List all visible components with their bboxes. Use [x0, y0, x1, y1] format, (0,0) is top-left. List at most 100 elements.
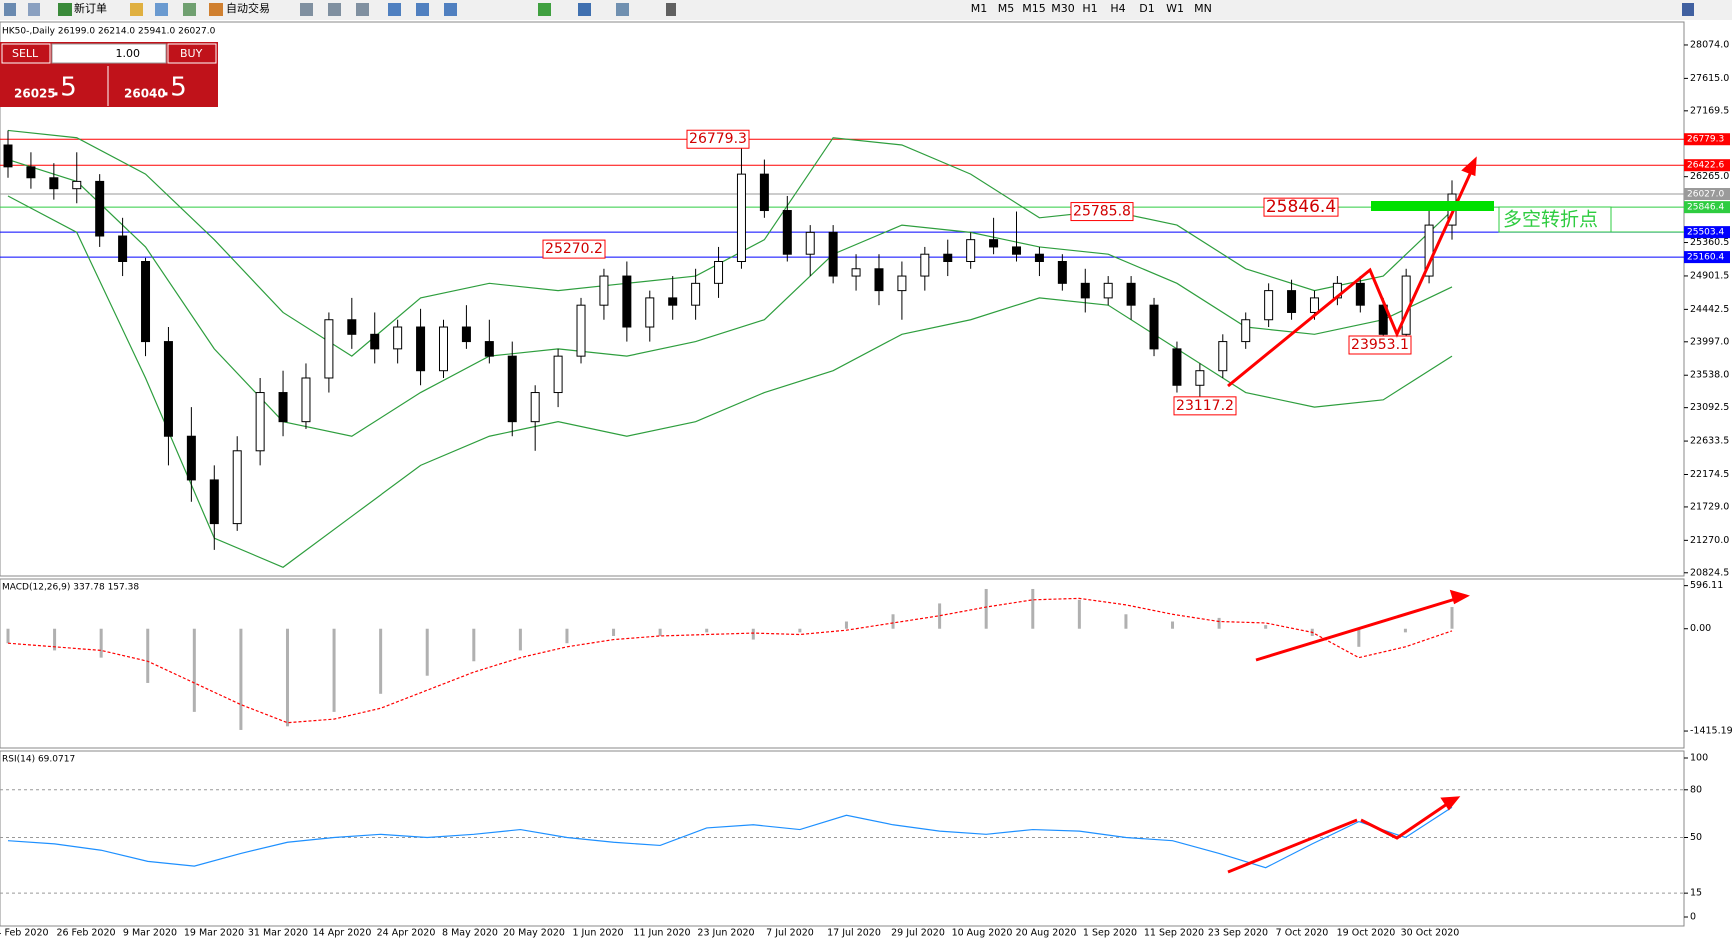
- price-tag-label: 26779.3: [1687, 135, 1724, 145]
- rsi-line: [7, 806, 1453, 869]
- price-tag-label: 25503.4: [1687, 228, 1724, 238]
- y-tick-label: 20824.5: [1690, 567, 1729, 578]
- price-annotation-box: [1070, 202, 1134, 222]
- price-tag: [1684, 201, 1730, 214]
- buy-button[interactable]: [167, 43, 217, 64]
- tool-icon[interactable]: [416, 3, 429, 16]
- autotrade-icon[interactable]: [209, 3, 223, 16]
- tool-icon[interactable]: [4, 3, 16, 16]
- price-tag-label: 26422.6: [1687, 161, 1724, 171]
- y-tick-label: 22633.5: [1690, 436, 1729, 447]
- x-tick-label: 11 Jun 2020: [633, 928, 690, 939]
- y-tick-label: 596.11: [1690, 580, 1723, 591]
- tool-icon[interactable]: [28, 3, 40, 16]
- candle-body: [1080, 282, 1090, 299]
- x-tick-label: 20 Aug 2020: [1016, 928, 1077, 939]
- tool-icon[interactable]: [155, 3, 168, 16]
- tool-icon[interactable]: [538, 3, 551, 16]
- x-tick-label: 9 Mar 2020: [123, 928, 177, 939]
- bid-pips[interactable]: .5: [52, 73, 77, 103]
- search-icon[interactable]: [1682, 3, 1694, 16]
- candle-body: [209, 479, 219, 525]
- turning-label: 多空转折点: [1503, 209, 1598, 231]
- timeframe-button[interactable]: H1: [1082, 2, 1097, 15]
- candle-body: [163, 341, 173, 437]
- timeframe-button[interactable]: W1: [1166, 2, 1184, 15]
- lots-input[interactable]: [51, 43, 167, 64]
- macd-bar: [1403, 628, 1407, 633]
- lots-value[interactable]: 1.00: [116, 47, 141, 60]
- x-tick-label: 23 Sep 2020: [1208, 928, 1268, 939]
- bollinger-band: [7, 158, 1453, 437]
- candle-body: [1218, 341, 1228, 372]
- tool-icon[interactable]: [300, 3, 313, 16]
- candle-body: [1103, 282, 1113, 299]
- price-tag: [1684, 251, 1730, 264]
- arrow-head: [1440, 796, 1461, 811]
- tool-icon[interactable]: [356, 3, 369, 16]
- candle-body: [301, 377, 311, 423]
- y-tick-label: 80: [1690, 784, 1702, 795]
- arrow-head: [1449, 589, 1470, 605]
- macd-arrow: [1255, 595, 1463, 662]
- y-tick-label: 0: [1690, 912, 1696, 923]
- candle-body: [393, 326, 403, 350]
- candle-body: [1126, 282, 1136, 306]
- autotrade-button[interactable]: 自动交易: [226, 1, 270, 15]
- new-order-button[interactable]: 新订单: [74, 1, 107, 15]
- sell-label[interactable]: SELL: [12, 47, 39, 60]
- x-tick-label: 11 Sep 2020: [1144, 928, 1204, 939]
- macd-bar: [938, 603, 942, 629]
- x-tick-label: 7 Oct 2020: [1276, 928, 1329, 939]
- cursor-icon[interactable]: [666, 3, 676, 16]
- tool-icon[interactable]: [328, 3, 341, 16]
- ask-pips[interactable]: .5: [162, 73, 187, 103]
- timeframe-button[interactable]: M5: [998, 2, 1015, 15]
- macd-bar: [1031, 588, 1035, 629]
- price-tag: [1684, 133, 1730, 146]
- timeframe-button[interactable]: H4: [1110, 2, 1125, 15]
- timeframe-button[interactable]: D1: [1139, 2, 1154, 15]
- candle-body: [49, 177, 59, 190]
- candle-body: [255, 392, 265, 452]
- buy-label[interactable]: BUY: [180, 47, 203, 60]
- timeframe-button[interactable]: M1: [971, 2, 988, 15]
- tool-icon[interactable]: [444, 3, 457, 16]
- arrow-head: [1461, 156, 1477, 177]
- tool-icon[interactable]: [616, 3, 629, 16]
- timeframe-button[interactable]: M30: [1051, 2, 1075, 15]
- y-tick-label: 0.00: [1690, 623, 1711, 634]
- tool-icon[interactable]: [388, 3, 401, 16]
- macd-bar: [332, 628, 336, 712]
- bollinger-band: [7, 195, 1453, 568]
- candle-body: [1355, 282, 1365, 306]
- ask-price[interactable]: 26040: [124, 87, 166, 101]
- timeframe-button[interactable]: MN: [1194, 2, 1212, 15]
- sell-button[interactable]: [1, 43, 51, 64]
- y-tick-label: 27615.0: [1690, 73, 1729, 84]
- x-tick-label: 23 Jun 2020: [697, 928, 754, 939]
- y-tick-label: 100: [1690, 753, 1708, 764]
- tool-icon[interactable]: [130, 3, 143, 16]
- macd-bar: [1357, 628, 1361, 647]
- timeframe-button[interactable]: M15: [1022, 2, 1046, 15]
- new-order-icon[interactable]: [58, 3, 72, 16]
- tool-icon[interactable]: [578, 3, 591, 16]
- macd-bar: [798, 628, 802, 633]
- toolbar-buttons: 新订单 自动交易: [4, 1, 1694, 16]
- candle-body: [118, 235, 128, 262]
- bid-price[interactable]: 26025: [14, 87, 56, 101]
- macd-bar: [891, 614, 895, 629]
- price-tag: [1684, 159, 1730, 172]
- price-annotation-box: [1173, 396, 1237, 416]
- x-tick-label: 17 Jul 2020: [827, 928, 881, 939]
- macd-bar: [239, 628, 243, 730]
- y-tick-label: 21270.0: [1690, 535, 1729, 546]
- candle-body: [691, 282, 701, 306]
- panel-title: HK50-,Daily 26199.0 26214.0 25941.0 2602…: [2, 27, 216, 37]
- tool-icon[interactable]: [183, 3, 196, 16]
- trade-panel: SELL 1.00 BUY 26025 .5 26040 .5: [0, 42, 218, 107]
- price-annotation: 25846.4: [1266, 197, 1336, 217]
- x-tick-label: 1 Sep 2020: [1083, 928, 1137, 939]
